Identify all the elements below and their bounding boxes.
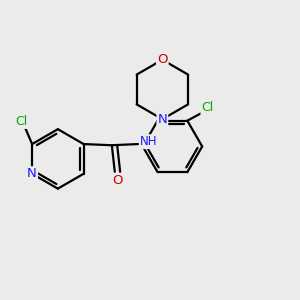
- Text: O: O: [112, 174, 123, 187]
- Text: O: O: [157, 53, 168, 66]
- Text: N: N: [27, 167, 37, 180]
- Text: N: N: [158, 113, 167, 126]
- Text: NH: NH: [140, 135, 158, 148]
- Text: Cl: Cl: [15, 115, 28, 128]
- Text: Cl: Cl: [201, 101, 214, 114]
